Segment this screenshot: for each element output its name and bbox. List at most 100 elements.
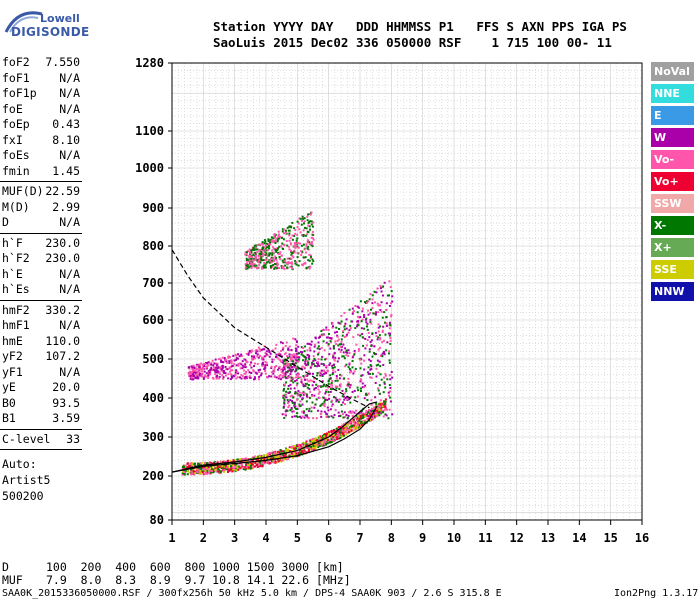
echo-point [340, 338, 343, 341]
echo-point [205, 375, 208, 378]
echo-point [289, 363, 292, 366]
echo-point [283, 416, 286, 419]
echo-point [305, 414, 308, 417]
echo-point [200, 362, 203, 365]
echo-point [340, 348, 343, 351]
echo-point [282, 405, 285, 408]
echo-point [245, 359, 248, 362]
echo-point [300, 378, 303, 381]
echo-point [287, 366, 290, 369]
x-tick-label: 1 [168, 531, 175, 545]
echo-point [280, 254, 283, 257]
x-tick-label: 10 [447, 531, 461, 545]
echo-point [381, 411, 384, 414]
echo-point [260, 457, 263, 460]
echo-point [340, 424, 343, 427]
echo-point [314, 403, 317, 406]
echo-point [261, 255, 264, 258]
echo-point [230, 470, 233, 473]
echo-point [336, 385, 339, 388]
param-value: 110.0 [45, 333, 80, 348]
echo-point [250, 267, 253, 270]
echo-point [368, 409, 371, 412]
echo-point [222, 469, 225, 472]
echo-point [190, 468, 193, 471]
param-value: 33 [66, 431, 80, 446]
echo-point [347, 411, 350, 414]
echo-point [310, 211, 313, 214]
echo-point [363, 359, 366, 362]
echo-point [191, 462, 194, 465]
echo-point [261, 251, 264, 254]
echo-point [206, 462, 209, 465]
echo-point [264, 266, 267, 269]
echo-point [181, 466, 184, 469]
echo-point [387, 332, 390, 335]
echo-point [289, 370, 292, 373]
echo-point [343, 392, 346, 395]
param-name: foF2 [2, 55, 30, 69]
echo-point [382, 325, 385, 328]
echo-point [303, 220, 306, 223]
echo-point [309, 265, 312, 268]
echo-point [305, 227, 308, 230]
echo-point [326, 369, 329, 372]
echo-point [240, 355, 243, 358]
echo-point [210, 467, 213, 470]
param-row: C-level 33 [2, 432, 80, 447]
echo-point [283, 374, 286, 377]
echo-point [289, 395, 292, 398]
echo-point [268, 461, 271, 464]
echo-point [295, 408, 298, 411]
echo-point [354, 396, 357, 399]
echo-point [308, 242, 311, 245]
echo-point [342, 395, 345, 398]
echo-point [254, 461, 257, 464]
echo-point [214, 370, 217, 373]
param-value: N/A [59, 266, 80, 281]
echo-point [182, 470, 185, 473]
echo-point [287, 448, 290, 451]
echo-point [274, 233, 277, 236]
echo-point [225, 374, 228, 377]
echo-point [326, 398, 329, 401]
echo-point [348, 385, 351, 388]
echo-point [265, 350, 268, 353]
echo-point [192, 469, 195, 472]
auto-note-line: 500200 [2, 489, 44, 503]
echo-point [236, 376, 239, 379]
echo-point [235, 364, 238, 367]
echo-point [365, 411, 368, 414]
echo-point [348, 308, 351, 311]
echo-point [252, 248, 255, 251]
echo-point [236, 466, 239, 469]
echo-point [293, 415, 296, 418]
echo-point [291, 267, 294, 270]
echo-point [283, 383, 286, 386]
echo-point [318, 348, 321, 351]
echo-point [216, 362, 219, 365]
echo-point [291, 221, 294, 224]
echo-point [190, 374, 193, 377]
echo-point [353, 353, 356, 356]
echo-point [372, 312, 375, 315]
echo-point [312, 362, 315, 365]
echo-point [342, 351, 345, 354]
echo-point [288, 369, 291, 372]
echo-point [314, 437, 317, 440]
echo-point [323, 435, 326, 438]
echo-point [283, 368, 286, 371]
echo-point [297, 375, 300, 378]
echo-point [282, 238, 285, 241]
echo-point [270, 451, 273, 454]
echo-point [340, 403, 343, 406]
echo-point [293, 242, 296, 245]
echo-point [352, 336, 355, 339]
echo-point [342, 423, 345, 426]
echo-point [343, 357, 346, 360]
echo-point [258, 254, 261, 257]
echo-point [265, 249, 268, 252]
echo-point [310, 448, 313, 451]
echo-point [214, 369, 217, 372]
x-tick-label: 4 [262, 531, 269, 545]
